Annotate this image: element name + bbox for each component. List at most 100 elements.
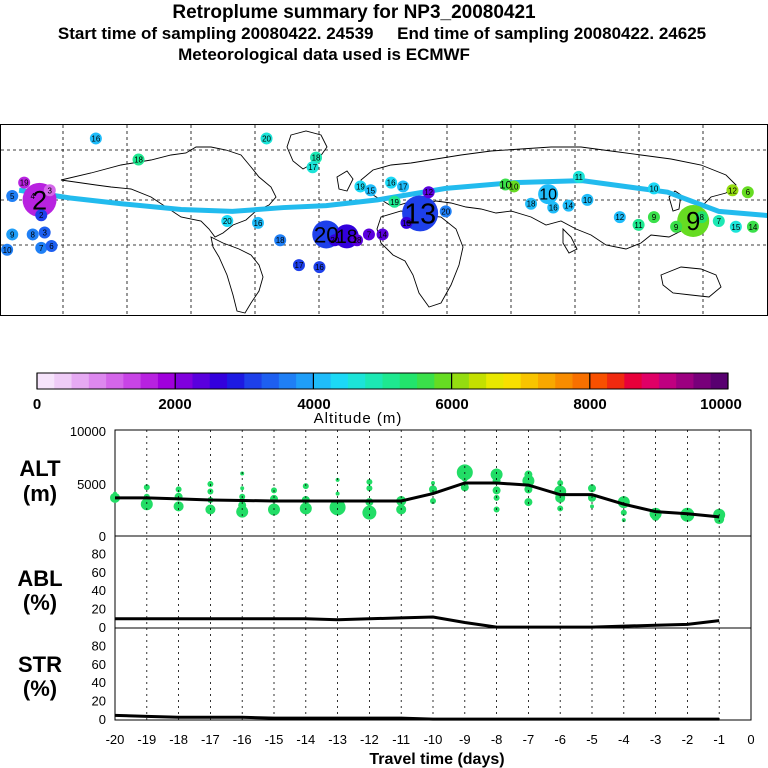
plume-big-label: 18 [336, 227, 357, 248]
day-tick-label: -2 [682, 732, 694, 747]
abl-label: ABL [17, 566, 62, 591]
plume-marker [525, 197, 538, 210]
plume-marker [695, 211, 708, 224]
plume-day-label: 20 [262, 134, 271, 143]
plume-day-label: 6 [49, 242, 54, 251]
pct-ytick: 0 [99, 712, 106, 727]
colorbar-cell [417, 373, 435, 389]
alt-point [238, 501, 247, 510]
day-tick-label: -7 [523, 732, 535, 747]
colorbar-cell [451, 373, 470, 389]
colorbar-cell [296, 373, 314, 389]
plume-day-label: 10 [649, 184, 658, 193]
plume-day-label: 16 [91, 134, 100, 143]
plume-day-label: 7 [367, 230, 372, 239]
plume-day-label: 10 [510, 182, 519, 191]
day-tick-label: -16 [233, 732, 252, 747]
alt-point [366, 485, 373, 492]
end-time-label: End time of sampling 20080422. 24625 [397, 24, 707, 43]
colorbar-cell [209, 373, 228, 389]
colorbar-cell [157, 373, 176, 389]
colorbar-cell [175, 373, 193, 389]
colorbar-cell [382, 373, 401, 389]
colorbar-cell [589, 373, 608, 389]
colorbar-cell [330, 373, 349, 389]
pct-ytick: 20 [92, 694, 106, 709]
alt-point [140, 498, 153, 511]
pct-ytick: 60 [92, 657, 106, 672]
plume-marker [35, 241, 48, 254]
chart-title: Retroplume summary for NP3_20080421 [172, 2, 536, 23]
plume-marker [362, 228, 375, 241]
plume-marker [274, 234, 287, 247]
colorbar-cell [347, 373, 366, 389]
colorbar-cell [676, 373, 694, 389]
pct-ytick: 80 [92, 638, 106, 653]
plume-marker [252, 216, 264, 229]
plume-day-label: 14 [748, 223, 757, 232]
str-yticks: 80 60 40 20 0 [92, 638, 106, 727]
cbar-tick-4000: 4000 [297, 396, 330, 413]
plume-marker [572, 170, 585, 183]
day-tick-label: -6 [554, 732, 566, 747]
colorbar-cell [607, 373, 625, 389]
plume-day-label: 16 [254, 219, 263, 228]
day-tick-label: -5 [586, 732, 598, 747]
plume-marker [562, 199, 575, 212]
colorbar-cell [399, 373, 418, 389]
day-tick-label: -19 [137, 732, 156, 747]
day-tick-label: -9 [459, 732, 471, 747]
plume-marker [726, 184, 739, 197]
plume-day-label: 2 [39, 211, 44, 220]
colorbar-cell [278, 373, 297, 389]
alt-point [430, 498, 436, 505]
cbar-tick-8000: 8000 [573, 396, 606, 413]
plume-day-label: 16 [315, 263, 324, 272]
plume-day-label: 14 [564, 202, 573, 211]
colorbar-cell [140, 373, 159, 389]
plume-marker [647, 182, 660, 195]
plume-marker [385, 176, 398, 189]
plume-marker [38, 226, 51, 239]
plume-marker [670, 220, 683, 233]
plume-marker [26, 228, 39, 241]
abl-yticks: 80 60 40 20 0 [92, 546, 106, 635]
pct-ytick: 60 [92, 565, 106, 580]
plume-marker [89, 132, 102, 145]
met-data-label: Meteorological data used is ECMWF [178, 45, 470, 64]
plume-day-label: 20 [330, 236, 339, 245]
colorbar-cell [486, 373, 504, 389]
plume-marker [306, 161, 319, 174]
plume-day-label: 6 [746, 188, 751, 197]
cbar-tick-10000: 10000 [700, 396, 742, 413]
colorbar-cell [227, 373, 245, 389]
str-panel: STR (%) 80 60 40 20 0 [18, 627, 752, 727]
alt-mean-line [115, 481, 720, 519]
day-tick-label: -1 [713, 732, 725, 747]
day-tick-label: -14 [296, 732, 315, 747]
plume-marker [439, 205, 452, 218]
alt-ytick-5000: 5000 [77, 477, 106, 492]
plume-marker [422, 186, 435, 199]
colorbar-cell [123, 373, 142, 389]
alt-point [366, 478, 373, 485]
plume-marker [43, 184, 56, 197]
alt-ytick-10000: 10000 [70, 424, 106, 439]
colorbar-cell [192, 373, 211, 389]
day-tick-label: -13 [328, 732, 347, 747]
colorbar-cell [537, 373, 556, 389]
plume-day-label: 3 [42, 229, 47, 238]
plume-marker [313, 261, 326, 274]
plume-day-label: 5 [10, 192, 15, 201]
plume-day-label: 17 [399, 182, 408, 191]
colorbar-cell [106, 373, 124, 389]
alt-point [557, 480, 564, 486]
plume-day-label: 8 [700, 213, 705, 222]
pct-ytick: 20 [92, 602, 106, 617]
plume-day-label: 11 [575, 173, 584, 182]
colorbar-cell [658, 373, 677, 389]
plume-day-label: 7 [39, 244, 44, 253]
altitude-colorbar: 0 2000 4000 6000 8000 10000 Altitude (m) [33, 372, 742, 427]
